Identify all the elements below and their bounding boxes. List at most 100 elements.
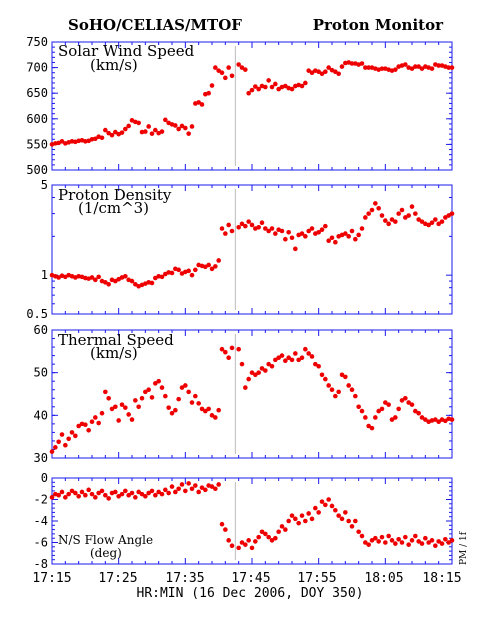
- data-point: [349, 387, 355, 393]
- data-point: [239, 540, 245, 545]
- y-tick-label: 0.5: [26, 307, 48, 321]
- data-point: [93, 136, 98, 142]
- data-point: [86, 427, 91, 433]
- panel-title: N/S Flow Angle: [58, 533, 153, 547]
- data-point: [136, 404, 141, 410]
- data-point: [443, 418, 448, 424]
- data-point: [49, 449, 55, 454]
- panel-title: Solar Wind Speed: [58, 42, 195, 60]
- data-point: [166, 405, 171, 410]
- data-point: [179, 385, 185, 390]
- data-point: [183, 383, 188, 388]
- data-point: [303, 234, 308, 239]
- data-point: [346, 518, 351, 524]
- data-point: [119, 491, 125, 497]
- data-point: [176, 267, 181, 273]
- data-point: [399, 540, 405, 545]
- data-point: [409, 66, 415, 71]
- data-point: [106, 130, 111, 136]
- data-point: [133, 495, 138, 500]
- data-point: [226, 355, 231, 361]
- data-point: [93, 495, 98, 500]
- x-tick-label: 18:15: [422, 571, 461, 586]
- data-point: [366, 211, 371, 216]
- data-point: [359, 226, 365, 231]
- data-point: [273, 357, 278, 363]
- data-point: [123, 126, 128, 132]
- data-point: [183, 125, 188, 131]
- data-point: [173, 489, 178, 495]
- data-point: [216, 482, 221, 487]
- data-point: [286, 355, 291, 361]
- data-point: [113, 404, 118, 410]
- data-point: [449, 211, 455, 216]
- data-point: [189, 124, 195, 129]
- data-point: [283, 83, 288, 89]
- y-tick-label: -2: [34, 493, 48, 507]
- data-point: [79, 489, 85, 495]
- data-point: [179, 482, 185, 487]
- data-point: [243, 223, 248, 229]
- data-point: [206, 90, 211, 96]
- data-point: [186, 268, 191, 274]
- y-tick-label: 5: [41, 178, 48, 192]
- data-point: [113, 129, 118, 135]
- data-point: [329, 387, 335, 393]
- data-point: [339, 64, 345, 69]
- data-point: [286, 229, 291, 235]
- data-point: [119, 130, 125, 135]
- data-point: [279, 228, 285, 234]
- data-point: [329, 235, 335, 241]
- data-point: [316, 363, 321, 369]
- data-point: [366, 65, 371, 70]
- data-point: [389, 417, 395, 422]
- panel-unit: (km/s): [90, 56, 138, 74]
- data-point: [269, 538, 275, 543]
- data-point: [229, 345, 235, 351]
- data-point: [249, 222, 255, 228]
- data-point: [103, 389, 108, 395]
- y-tick-label: 60: [34, 323, 48, 337]
- data-point: [159, 129, 165, 134]
- panel-title: Thermal Speed: [58, 331, 174, 349]
- data-point: [236, 545, 241, 551]
- data-point: [163, 117, 168, 123]
- data-point: [319, 499, 325, 504]
- data-point: [279, 353, 285, 358]
- data-point: [309, 516, 315, 522]
- data-point: [393, 541, 398, 546]
- data-point: [419, 541, 425, 546]
- data-point: [246, 219, 251, 224]
- panel-unit: (km/s): [90, 344, 138, 362]
- data-point: [393, 67, 398, 72]
- data-point: [156, 489, 161, 495]
- data-point: [83, 492, 88, 498]
- data-point: [389, 217, 395, 222]
- data-point: [186, 131, 191, 136]
- data-point: [316, 510, 321, 515]
- data-point: [203, 408, 208, 414]
- data-point: [159, 491, 165, 497]
- data-point: [413, 211, 418, 216]
- data-point: [373, 415, 378, 420]
- data-point: [393, 415, 398, 420]
- data-point: [239, 221, 245, 227]
- data-point: [433, 417, 438, 422]
- panel-4: -8 -6 -4 -2 0 N/S Flow Angle(deg): [34, 471, 455, 571]
- data-point: [299, 355, 305, 361]
- data-point: [429, 538, 435, 543]
- data-point: [106, 395, 111, 401]
- data-point: [89, 419, 95, 425]
- data-point: [363, 215, 368, 220]
- panel-1: 500 550 600 650 700 750 Solar Wind Speed(km/s): [26, 35, 455, 177]
- data-point: [436, 419, 441, 425]
- data-point: [406, 400, 411, 405]
- data-point: [216, 258, 221, 263]
- data-point: [156, 378, 161, 384]
- data-point: [229, 73, 235, 79]
- data-point: [446, 540, 451, 545]
- data-point: [416, 539, 421, 544]
- data-point: [239, 361, 245, 367]
- data-point: [359, 533, 365, 539]
- data-point: [439, 219, 445, 224]
